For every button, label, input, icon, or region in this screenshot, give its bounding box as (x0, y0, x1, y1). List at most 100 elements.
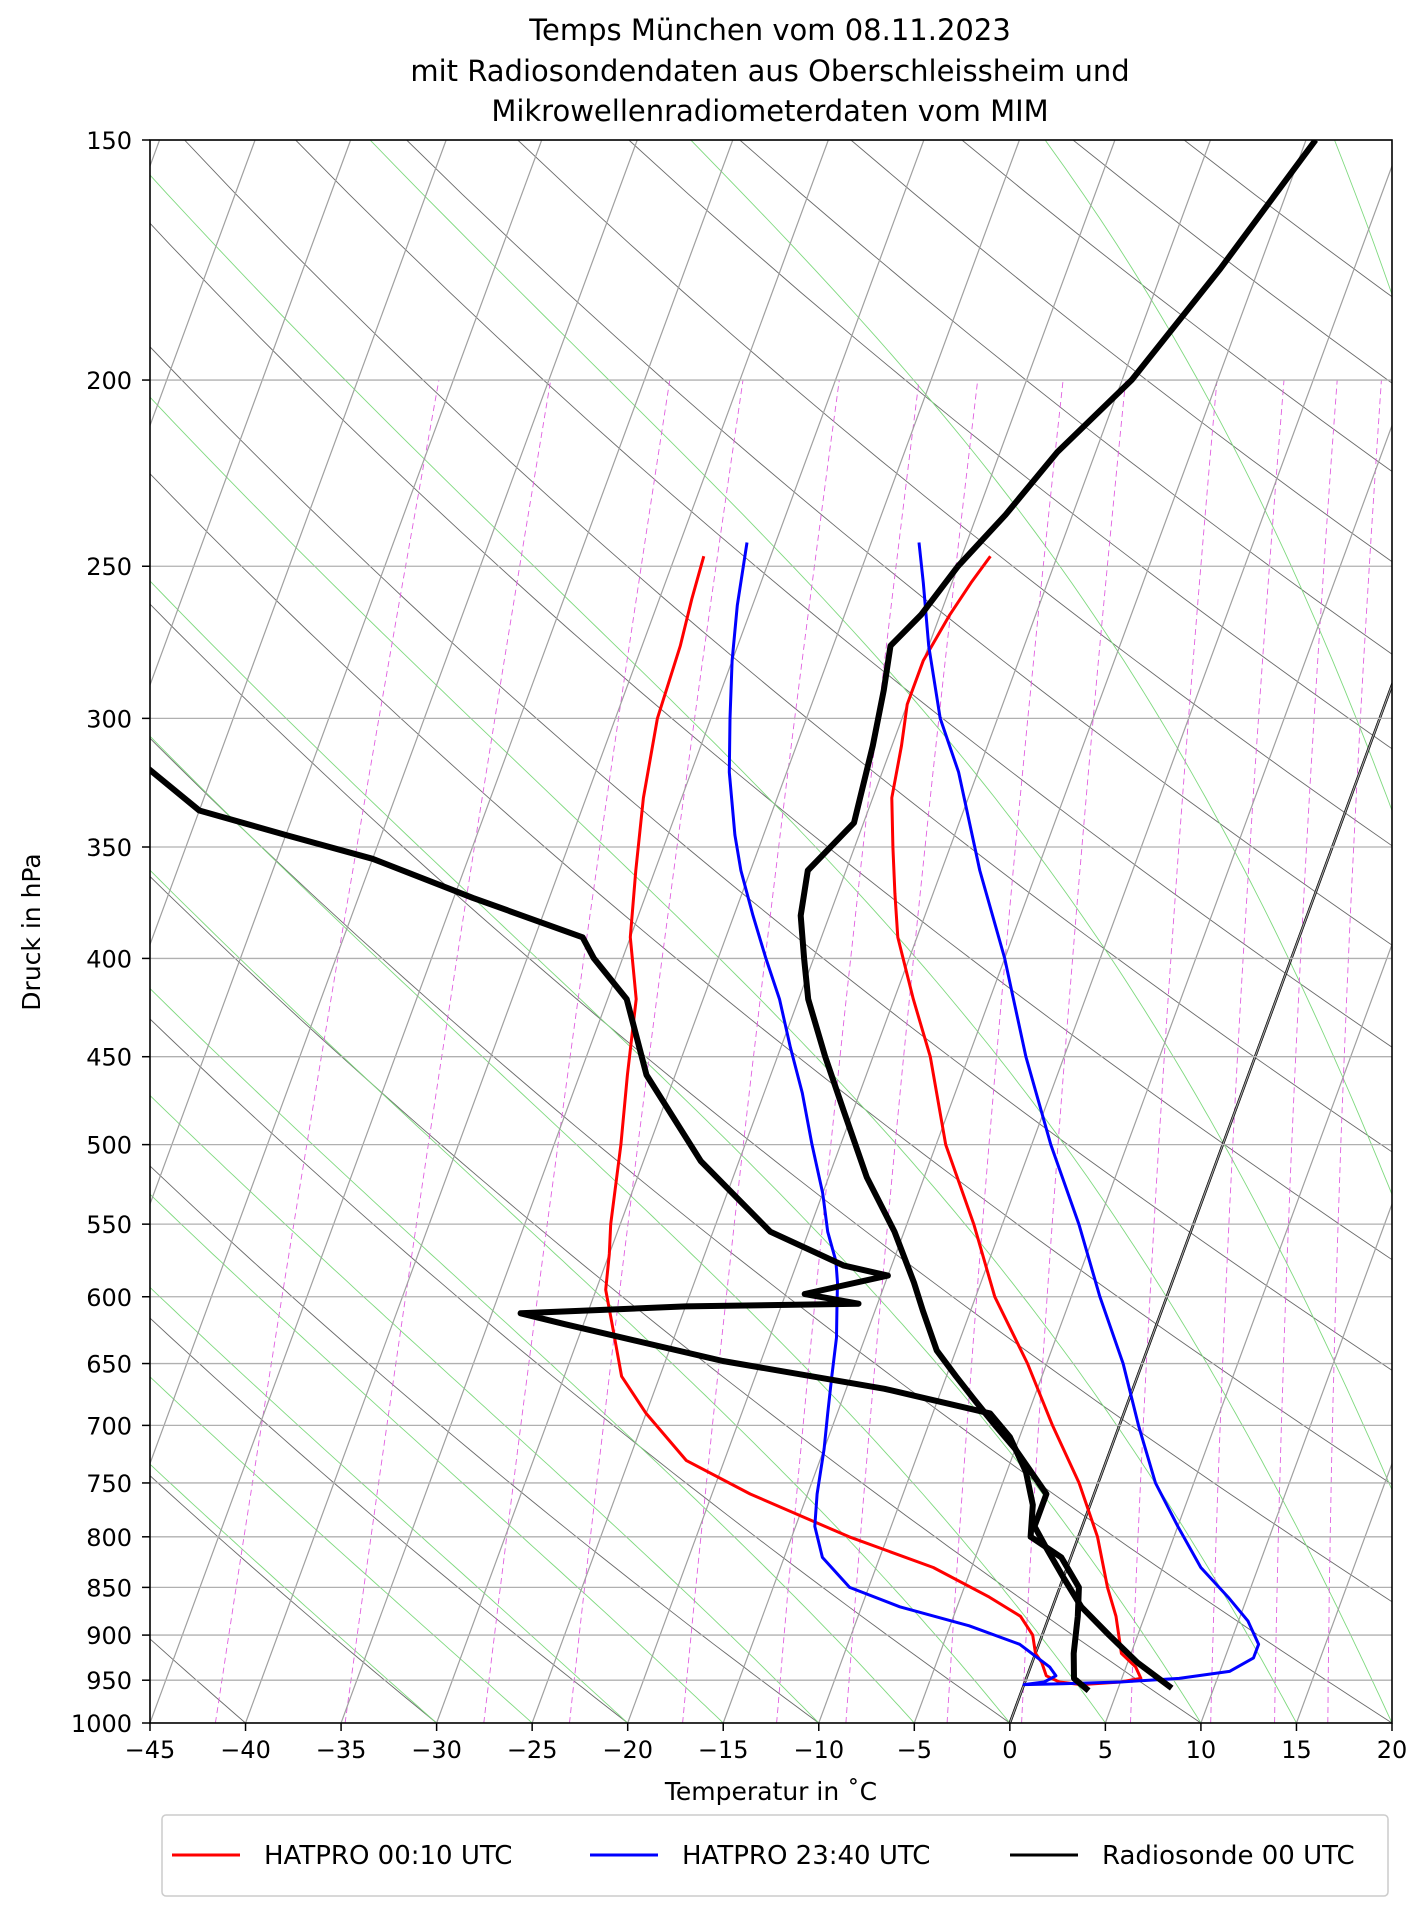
x-axis-ticks: −45 −40 −35 −30 −25 −20 −15 −10 −5 0 5 10 15 20 (125, 1723, 1407, 1764)
isotherm-line (818, 164, 1392, 1723)
isotherm-line (150, 140, 638, 1466)
isotherm-line (244, 140, 829, 1723)
isotherm-line (627, 140, 1212, 1723)
moist-adiabat (150, 1376, 533, 1723)
dry-adiabat (150, 1317, 628, 1723)
x-tick-label: −45 (125, 1736, 176, 1764)
series-line-2 (727, 542, 1261, 1687)
x-tick-label: 5 (1098, 1736, 1113, 1764)
x-tick-label: −20 (602, 1736, 653, 1764)
dry-adiabat (150, 1165, 820, 1723)
isotherm-line (150, 140, 543, 1206)
dry-adiabat (406, 140, 1392, 946)
mixing-ratio-line (214, 379, 440, 1723)
chart-title-line-1: Temps München vom 08.11.2023 (528, 13, 1011, 47)
legend-item: HATPRO 23:40 UTC (590, 1841, 930, 1871)
mixing-ratio-line (946, 379, 1064, 1723)
y-tick-label: 950 (86, 1667, 132, 1695)
legend-label: Radiosonde 00 UTC (1102, 1841, 1355, 1871)
y-tick-label: 600 (86, 1284, 132, 1312)
dry-adiabat (150, 222, 1392, 1261)
grid (150, 140, 1392, 1723)
mixing-ratio-line (483, 379, 671, 1723)
isotherm-line (436, 140, 1020, 1723)
mixing-ratio-line (682, 379, 840, 1723)
legend-box (161, 1814, 1389, 1897)
dry-adiabat (150, 473, 1392, 1485)
y-tick-label: 400 (86, 945, 132, 973)
moist-adiabat (1044, 140, 1392, 812)
moist-adiabat (690, 140, 1392, 1196)
dry-adiabat (150, 1018, 1011, 1723)
x-tick-label: 0 (1002, 1736, 1017, 1764)
mixing-ratio-line (776, 379, 920, 1723)
moist-adiabat (150, 396, 1297, 1723)
moist-adiabat (150, 1286, 629, 1723)
dry-adiabat (150, 1475, 437, 1723)
moist-adiabat (150, 1463, 437, 1723)
isotherm-line (531, 140, 1116, 1723)
x-tick-label: −30 (411, 1736, 462, 1764)
isotherm-line (150, 140, 734, 1723)
moist-adiabat (150, 987, 915, 1723)
x-axis-label: Temperatur in ˚C (664, 1777, 877, 1806)
dry-adiabat (517, 140, 1392, 847)
x-tick-label: −25 (507, 1736, 558, 1764)
chart-title-line-3: Mikrowellenradiometerdaten vom MIM (491, 94, 1048, 128)
legend-label: HATPRO 00:10 UTC (264, 1841, 512, 1871)
isotherm-line (722, 140, 1307, 1723)
mixing-ratio-line (1327, 379, 1382, 1723)
dry-adiabat (150, 737, 1392, 1723)
legend-item: Radiosonde 00 UTC (1010, 1841, 1355, 1871)
y-tick-label: 450 (86, 1044, 132, 1072)
isotherm-line (913, 423, 1392, 1723)
isotherm-line (340, 140, 925, 1723)
y-tick-label: 550 (86, 1211, 132, 1239)
y-tick-label: 700 (86, 1412, 132, 1440)
y-tick-label: 500 (86, 1132, 132, 1160)
y-axis-ticks: 150 200 250 300 350 400 450 500 550 600 650 700 750 8… (71, 127, 150, 1738)
y-tick-label: 300 (86, 705, 132, 733)
legend-item: HATPRO 00:10 UTC (172, 1841, 512, 1871)
y-tick-label: 150 (86, 127, 132, 155)
y-tick-label: 200 (86, 367, 132, 395)
isotherm-line (1104, 942, 1392, 1723)
dry-adiabat (150, 346, 1392, 1371)
isotherm-line (150, 140, 256, 428)
x-tick-label: −10 (793, 1736, 844, 1764)
dry-adiabat (1072, 140, 1392, 384)
y-tick-label: 900 (86, 1622, 132, 1650)
dry-adiabat (184, 140, 1392, 1153)
y-tick-label: 650 (86, 1351, 132, 1379)
moist-adiabat (150, 1193, 724, 1723)
dry-adiabat (628, 140, 1392, 750)
legend: HATPRO 00:10 UTC HATPRO 23:40 UTC Radioson… (161, 1814, 1389, 1897)
series-line-1 (604, 555, 1143, 1687)
radiosonde-temperature-line (797, 140, 1319, 1691)
x-tick-label: −35 (316, 1736, 367, 1764)
dry-adiabat (850, 140, 1392, 563)
isotherm-line (1200, 1202, 1392, 1723)
x-tick-label: −5 (897, 1736, 932, 1764)
moist-adiabat (150, 580, 1202, 1723)
y-tick-label: 250 (86, 553, 132, 581)
x-tick-label: 15 (1281, 1736, 1312, 1764)
series-layer (150, 140, 1319, 1693)
background-lines (150, 140, 1427, 1723)
y-tick-label: 850 (86, 1574, 132, 1602)
moist-adiabat (150, 1094, 820, 1723)
y-tick-label: 350 (86, 834, 132, 862)
x-tick-label: −15 (698, 1736, 749, 1764)
moist-adiabat (150, 174, 1392, 1723)
isotherm-line (1009, 683, 1392, 1723)
moist-adiabat (1334, 140, 1392, 296)
radiosonde-dewpoint-line (150, 766, 1091, 1693)
y-axis-label: Druck in hPa (17, 853, 46, 1010)
mixing-ratio-line (1414, 380, 1427, 1723)
y-tick-label: 750 (86, 1470, 132, 1498)
mixing-ratio-line (344, 379, 552, 1723)
moist-adiabat (150, 735, 1106, 1723)
dry-adiabat (150, 603, 1392, 1603)
dry-adiabat (739, 140, 1392, 655)
